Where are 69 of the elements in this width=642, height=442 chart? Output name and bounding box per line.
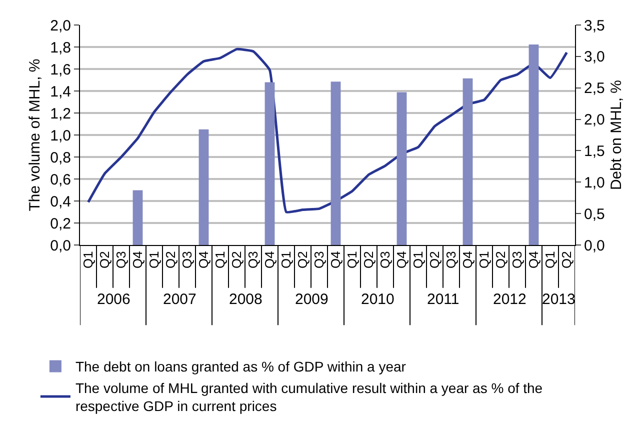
x-tick-label: Q3 <box>509 251 524 269</box>
text: 2006 <box>97 291 130 308</box>
line-series <box>87 48 568 214</box>
x-tick-label: Q1 <box>80 251 96 269</box>
x-tick-label: Q2 <box>492 251 508 269</box>
bar <box>132 190 143 245</box>
x-tick-label: Q4 <box>460 251 475 269</box>
y2-tick-label: 1,0 <box>584 174 605 192</box>
text: 2007 <box>163 291 196 308</box>
text: 2010 <box>361 291 394 308</box>
y2-tick-label: 0,0 <box>584 237 605 254</box>
y2-axis-title: Debt on MHL, % <box>608 80 625 190</box>
y-tick-label: 1,2 <box>50 105 71 122</box>
x-tick-label: Q3 <box>113 251 128 269</box>
text: 2013 <box>542 291 576 308</box>
y-tick-label: 1,4 <box>50 83 71 100</box>
x-tick-label: Q3 <box>245 251 260 269</box>
x-tick-label: Q3 <box>179 251 194 269</box>
y2-tick-label: 0,5 <box>584 206 605 223</box>
x-tick-label: Q1 <box>212 251 228 269</box>
y-tick-label: 0,2 <box>50 215 71 232</box>
x-tick-label: Q2 <box>96 251 112 269</box>
y-axis-title: The volume of MHL, % <box>26 58 44 212</box>
x-tick-label: Q1 <box>542 251 558 269</box>
y-tick-label: 0,8 <box>50 149 71 166</box>
x-tick-label: Q2 <box>558 251 574 269</box>
x-tick-label: Q4 <box>394 251 409 269</box>
x-tick-label: Q4 <box>526 251 541 269</box>
legend-label: The volume of MHL granted with cumulative result within a year as % of the respective GDP in current prices <box>75 380 543 414</box>
x-tick-label: Q1 <box>146 251 162 269</box>
x-tick-label: Q4 <box>196 251 211 269</box>
x-tick-label: Q3 <box>377 251 392 269</box>
y2-tick-label: 2,5 <box>584 80 605 98</box>
y2-tick-label: 3,0 <box>584 48 605 66</box>
x-tick-label: Q2 <box>162 251 178 269</box>
y-tick-label: 0,0 <box>50 237 71 254</box>
x-tick-label: Q2 <box>294 251 310 269</box>
x-tick-label: Q3 <box>443 251 458 269</box>
text: 2011 <box>427 291 460 308</box>
text: 2009 <box>295 291 328 308</box>
x-tick-label: Q1 <box>344 251 360 269</box>
x-tick-label: Q1 <box>278 251 294 269</box>
bar <box>528 44 539 245</box>
bar <box>396 92 407 245</box>
y-tick-label: 0,4 <box>50 193 71 210</box>
y-tick-label: 1,0 <box>50 127 71 144</box>
y-tick-label: 1,6 <box>50 61 71 78</box>
x-tick-label: Q1 <box>410 251 426 269</box>
bar <box>264 82 275 245</box>
y-tick-label: 2,0 <box>50 17 71 34</box>
x-tick-label: Q4 <box>130 251 145 269</box>
x-tick-label: Q1 <box>476 251 492 269</box>
text: 2012 <box>493 291 526 308</box>
y2-tick-label: 3,5 <box>584 17 605 34</box>
text: 2008 <box>229 291 262 308</box>
y-tick-label: 0,6 <box>50 171 71 188</box>
bar <box>462 78 473 245</box>
x-tick-label: Q4 <box>262 251 277 269</box>
x-tick-label: Q2 <box>426 251 442 269</box>
x-tick-label: Q2 <box>228 251 244 269</box>
y2-tick-label: 2,0 <box>584 112 605 129</box>
bar <box>330 82 341 245</box>
y-tick-label: 1,8 <box>50 39 71 56</box>
y2-tick-label: 1,5 <box>584 142 605 160</box>
bar <box>198 129 209 245</box>
legend-label: The debt on loans granted as % of GDP within a year <box>75 358 406 375</box>
x-tick-label: Q3 <box>311 251 326 269</box>
x-tick-label: Q2 <box>360 251 376 269</box>
x-tick-label: Q4 <box>328 251 343 269</box>
